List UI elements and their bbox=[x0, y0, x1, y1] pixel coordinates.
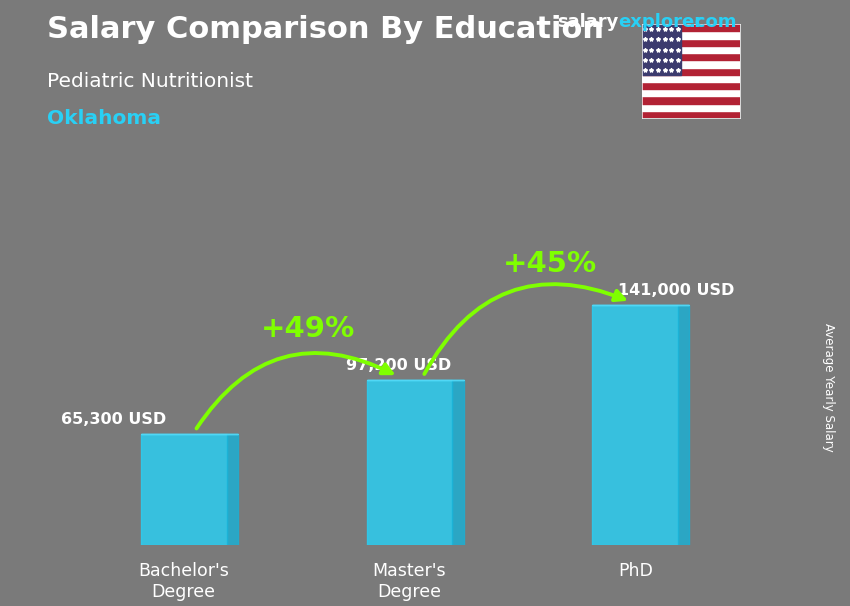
Bar bbox=[642, 104, 740, 111]
Bar bbox=[642, 32, 740, 39]
Text: salary: salary bbox=[557, 13, 618, 32]
Bar bbox=[642, 89, 740, 96]
Text: 97,200 USD: 97,200 USD bbox=[346, 358, 450, 373]
Bar bbox=[642, 82, 740, 89]
Text: +45%: +45% bbox=[502, 250, 597, 278]
Bar bbox=[642, 68, 740, 75]
Text: 141,000 USD: 141,000 USD bbox=[618, 284, 734, 298]
Bar bbox=[642, 96, 740, 104]
Text: +49%: +49% bbox=[261, 315, 355, 342]
Bar bbox=[642, 46, 740, 53]
Bar bbox=[642, 53, 740, 61]
Bar bbox=[592, 305, 678, 545]
Bar bbox=[642, 24, 740, 32]
Bar bbox=[366, 380, 452, 545]
Text: Oklahoma: Oklahoma bbox=[47, 109, 161, 128]
Bar bbox=[642, 39, 740, 46]
Text: Average Yearly Salary: Average Yearly Salary bbox=[822, 324, 836, 452]
Bar bbox=[141, 434, 227, 545]
Text: 65,300 USD: 65,300 USD bbox=[61, 412, 167, 427]
Bar bbox=[642, 24, 681, 75]
Text: Pediatric Nutritionist: Pediatric Nutritionist bbox=[47, 72, 252, 90]
Text: Salary Comparison By Education: Salary Comparison By Education bbox=[47, 15, 603, 44]
Polygon shape bbox=[452, 380, 463, 545]
Bar bbox=[642, 111, 740, 118]
Polygon shape bbox=[227, 434, 238, 545]
Bar bbox=[642, 61, 740, 68]
Text: explorer: explorer bbox=[618, 13, 703, 32]
Polygon shape bbox=[678, 305, 689, 545]
Bar bbox=[642, 75, 740, 82]
Text: .com: .com bbox=[688, 13, 736, 32]
